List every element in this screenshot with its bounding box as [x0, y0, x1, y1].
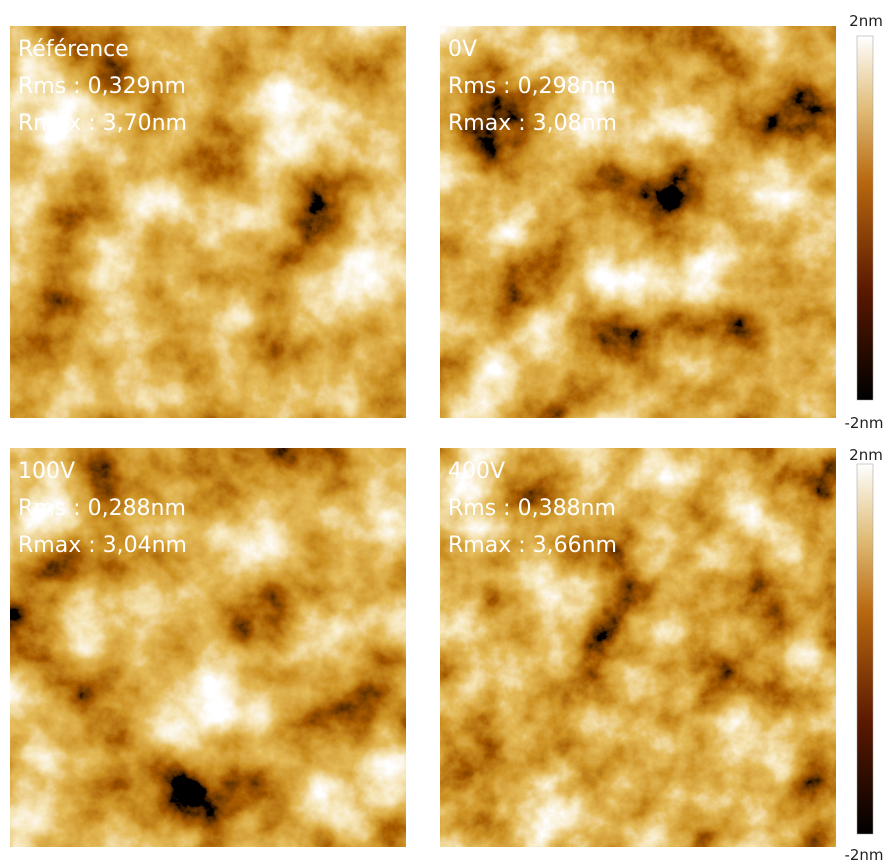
rmax-text: Rmax : 3,04nm: [18, 533, 187, 558]
panel-label: 400V: [448, 459, 505, 484]
rms-text: Rms : 0,388nm: [448, 496, 616, 521]
afm-image: [440, 448, 836, 847]
rmax-text: Rmax : 3,08nm: [448, 111, 617, 136]
colorbar: [856, 463, 874, 835]
panel-label: 0V: [448, 37, 477, 62]
colorbar: [856, 35, 874, 401]
rmax-text: Rmax : 3,70nm: [18, 111, 187, 136]
afm-image: [10, 26, 406, 418]
rmax-text: Rmax : 3,66nm: [448, 533, 617, 558]
colorbar-min: -2nm: [844, 846, 883, 864]
rms-text: Rms : 0,288nm: [18, 496, 186, 521]
afm-image: [440, 26, 836, 418]
colorbar-min: -2nm: [844, 414, 883, 432]
rms-text: Rms : 0,329nm: [18, 74, 186, 99]
colorbar-max: 2nm: [849, 446, 883, 464]
colorbar-max: 2nm: [849, 12, 883, 30]
afm-image: [10, 448, 406, 847]
rms-text: Rms : 0,298nm: [448, 74, 616, 99]
panel-label: Référence: [18, 37, 129, 62]
panel-label: 100V: [18, 459, 75, 484]
